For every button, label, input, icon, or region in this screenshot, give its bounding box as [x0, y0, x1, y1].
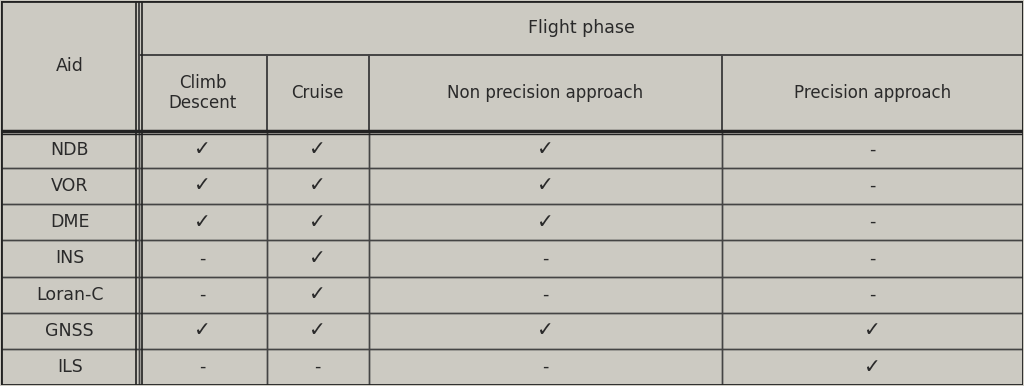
Text: ILS: ILS	[57, 358, 83, 376]
Text: ✓: ✓	[195, 213, 211, 232]
Text: ✓: ✓	[864, 322, 881, 340]
Bar	[722, 132, 1023, 168]
Text: -: -	[542, 358, 549, 376]
Text: -: -	[869, 141, 876, 159]
Bar	[266, 204, 369, 240]
Text: Non precision approach: Non precision approach	[447, 84, 643, 102]
Bar	[722, 55, 1023, 132]
Bar	[369, 349, 722, 385]
Bar	[266, 313, 369, 349]
Text: -: -	[200, 286, 206, 304]
Bar	[138, 204, 266, 240]
Text: -: -	[200, 358, 206, 376]
Bar	[722, 204, 1023, 240]
Text: -: -	[314, 358, 321, 376]
Text: ✓: ✓	[195, 176, 211, 195]
Bar	[722, 276, 1023, 313]
Bar	[369, 204, 722, 240]
Text: Loran-C: Loran-C	[36, 286, 103, 304]
Bar	[369, 313, 722, 349]
Bar	[138, 313, 266, 349]
Bar	[722, 168, 1023, 204]
Text: -: -	[869, 177, 876, 195]
Text: -: -	[869, 213, 876, 231]
Bar	[1, 313, 138, 349]
Bar	[369, 55, 722, 132]
Bar	[266, 276, 369, 313]
Bar	[722, 313, 1023, 349]
Text: ✓: ✓	[309, 285, 326, 304]
Text: ✓: ✓	[195, 322, 211, 340]
Bar	[369, 276, 722, 313]
Text: GNSS: GNSS	[45, 322, 94, 340]
Text: ✓: ✓	[195, 140, 211, 159]
Bar	[138, 132, 266, 168]
Bar	[1, 204, 138, 240]
Text: -: -	[200, 249, 206, 267]
Bar	[266, 349, 369, 385]
Bar	[138, 1, 1023, 55]
Text: ✓: ✓	[309, 249, 326, 268]
Text: ✓: ✓	[309, 322, 326, 340]
Text: ✓: ✓	[309, 140, 326, 159]
Bar	[138, 240, 266, 276]
Text: Climb
Descent: Climb Descent	[169, 74, 237, 112]
Text: -: -	[542, 286, 549, 304]
Bar	[138, 168, 266, 204]
Bar	[722, 349, 1023, 385]
Bar	[722, 240, 1023, 276]
Bar	[1, 1, 138, 132]
Bar	[369, 132, 722, 168]
Bar	[1, 349, 138, 385]
Bar	[369, 240, 722, 276]
Text: NDB: NDB	[50, 141, 89, 159]
Text: ✓: ✓	[309, 213, 326, 232]
Bar	[1, 132, 138, 168]
Text: ✓: ✓	[864, 358, 881, 377]
Bar	[1, 168, 138, 204]
Text: ✓: ✓	[537, 140, 554, 159]
Text: VOR: VOR	[51, 177, 88, 195]
Text: ✓: ✓	[537, 213, 554, 232]
Bar	[1, 240, 138, 276]
Text: -: -	[542, 249, 549, 267]
Bar	[138, 349, 266, 385]
Bar	[138, 55, 266, 132]
Bar	[266, 55, 369, 132]
Text: DME: DME	[50, 213, 89, 231]
Bar	[266, 240, 369, 276]
Bar	[266, 168, 369, 204]
Text: ✓: ✓	[537, 322, 554, 340]
Bar	[266, 132, 369, 168]
Text: ✓: ✓	[309, 176, 326, 195]
Bar	[1, 276, 138, 313]
Text: Aid: Aid	[55, 57, 84, 75]
Text: Cruise: Cruise	[292, 84, 344, 102]
Text: INS: INS	[55, 249, 84, 267]
Bar	[369, 168, 722, 204]
Text: ✓: ✓	[537, 176, 554, 195]
Text: -: -	[869, 286, 876, 304]
Text: -: -	[869, 249, 876, 267]
Bar	[138, 276, 266, 313]
Text: Precision approach: Precision approach	[794, 84, 951, 102]
Text: Flight phase: Flight phase	[527, 19, 635, 37]
